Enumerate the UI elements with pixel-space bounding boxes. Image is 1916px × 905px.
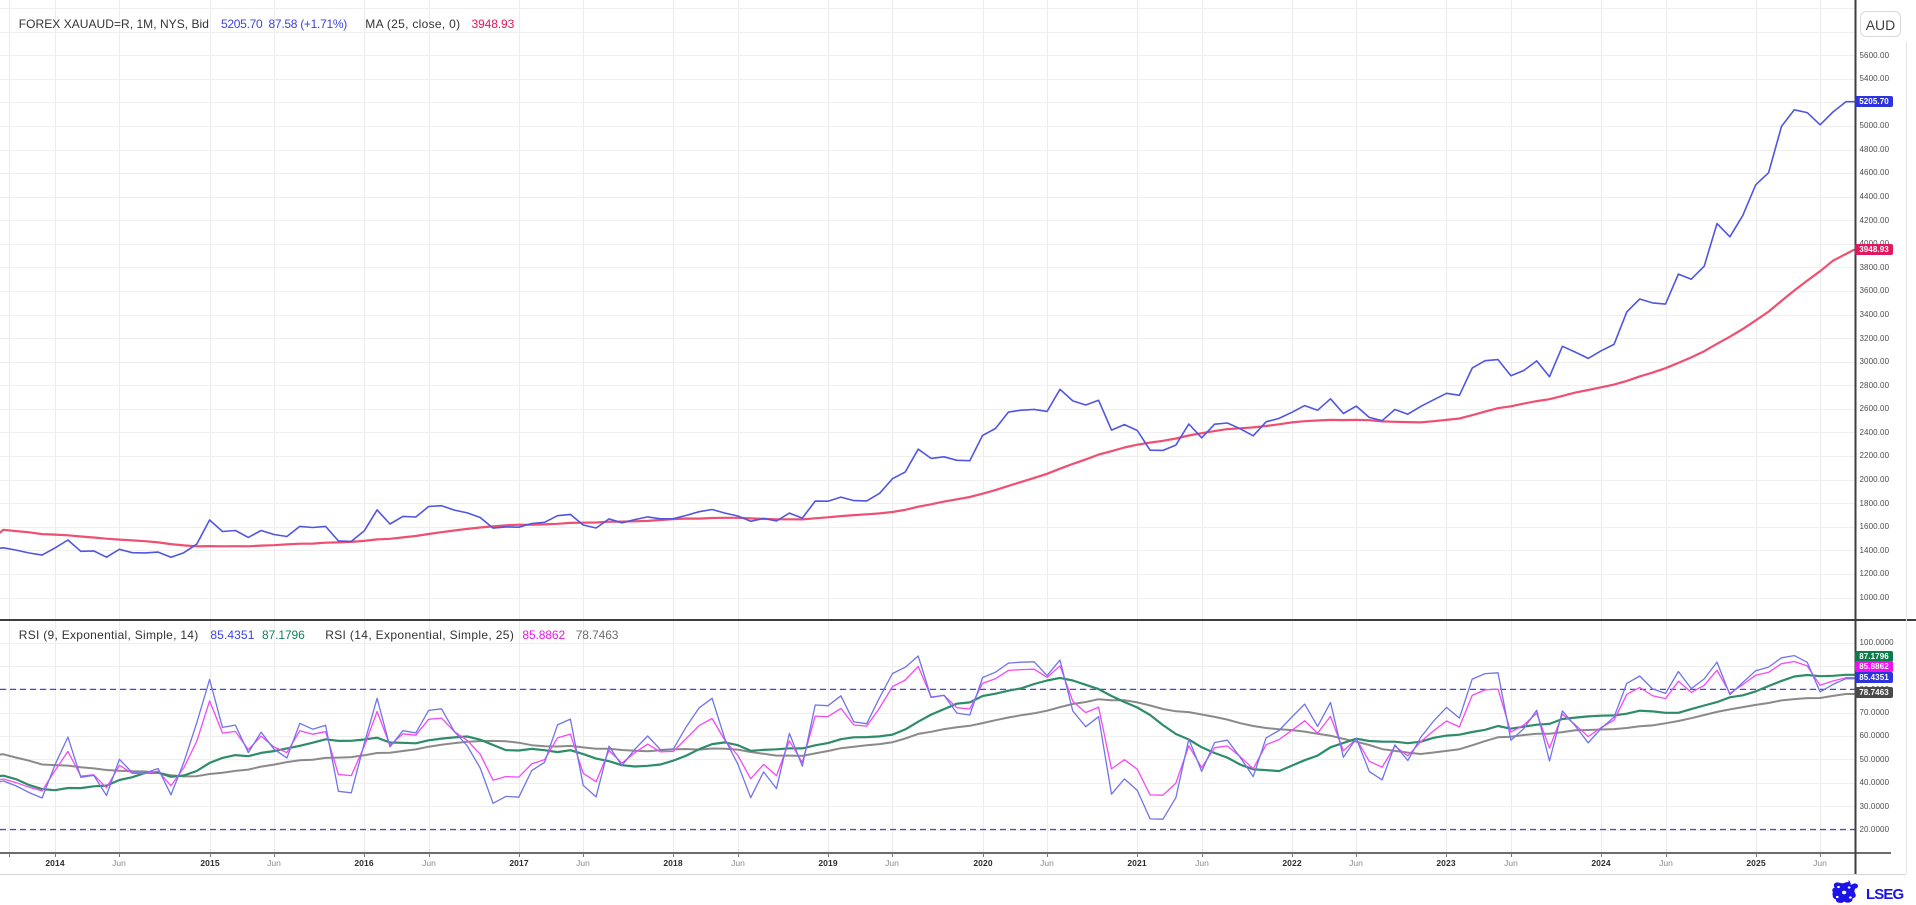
svg-text:LSEG: LSEG — [1866, 886, 1903, 903]
